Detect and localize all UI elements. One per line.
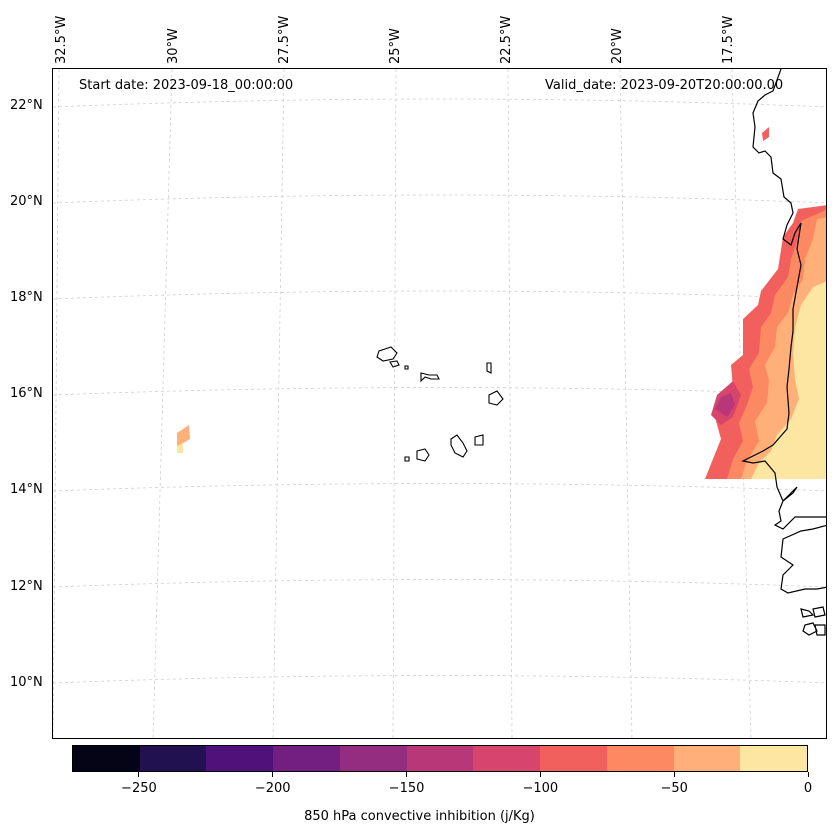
colorbar (72, 745, 808, 772)
island-boa-vista (488, 390, 504, 406)
lon-label-20w: 20°W (610, 28, 625, 64)
colorbar-tick (138, 772, 140, 777)
colorbar-cell-1 (139, 746, 207, 771)
colorbar-tick-label: −150 (388, 781, 425, 796)
valid-date-label: Valid_date: 2023-09-20T20:00:00.00 (545, 78, 784, 93)
island-sao-nicolau (420, 372, 440, 383)
coast-guinea-bissau (780, 524, 826, 594)
lon-label-30w: 30°W (166, 28, 181, 64)
lon-label-27-5w: 27.5°W (277, 15, 292, 64)
island-santo-antao (376, 346, 398, 362)
colorbar-tick-label: −100 (522, 781, 559, 796)
colorbar-cell-0 (73, 746, 140, 771)
colorbar-cell-7 (540, 746, 607, 771)
lat-label-16n: 16°N (10, 386, 43, 401)
parallel-22n (53, 98, 826, 108)
cin-field (177, 127, 826, 479)
colorbar-tick (673, 772, 675, 777)
island-sal (486, 362, 492, 374)
colorbar-cell-2 (206, 746, 274, 771)
island-santa-luzia (404, 365, 409, 370)
cin-spot-north (762, 127, 769, 141)
cape-verde-islands (376, 346, 504, 462)
meridian-17-5w (731, 69, 752, 738)
colorbar-cell-10 (740, 746, 808, 771)
lon-label-22-5w: 22.5°W (499, 15, 514, 64)
meridian-22-5w (507, 69, 513, 738)
meridian-32-5w (53, 69, 60, 738)
colorbar-tick (539, 772, 541, 777)
parallel-20n (53, 194, 826, 204)
colorbar-cell-3 (273, 746, 340, 771)
meridian-30w (152, 69, 173, 738)
coastlines (741, 69, 826, 636)
graticule (53, 69, 826, 738)
lon-label-17-5w: 17.5°W (721, 15, 736, 64)
lat-label-18n: 18°N (10, 290, 43, 305)
lat-label-22n: 22°N (10, 98, 43, 113)
meridian-25w (392, 69, 397, 738)
colorbar-cell-6 (473, 746, 541, 771)
colorbar-tick (807, 772, 809, 777)
island-fogo (416, 448, 430, 462)
coast-west-africa (741, 69, 826, 530)
colorbar-tick (406, 772, 408, 777)
lon-label-25w: 25°W (388, 28, 403, 64)
colorbar-cell-9 (673, 746, 741, 771)
cin-level-minus-25 (751, 281, 826, 479)
parallel-18n (53, 290, 826, 300)
parallel-16n (53, 387, 826, 396)
lat-label-14n: 14°N (10, 482, 43, 497)
colorbar-tick-label: −50 (660, 781, 688, 796)
island-sao-vicente (389, 360, 400, 368)
coast-islands-south (800, 606, 826, 636)
map-canvas (53, 69, 826, 738)
lon-label-32-5w: 32.5°W (54, 15, 69, 64)
colorbar-tick (272, 772, 274, 777)
meridian-27-5w (272, 69, 285, 738)
parallel-12n (53, 579, 826, 588)
parallel-14n (53, 483, 826, 492)
island-brava (404, 456, 410, 462)
colorbar-tick-label: −250 (121, 781, 157, 796)
colorbar-cell-5 (406, 746, 474, 771)
colorbar-cell-8 (606, 746, 674, 771)
map-panel[interactable] (52, 68, 827, 739)
meridian-20w (619, 69, 633, 738)
cin-level-minus-150 (715, 393, 735, 417)
island-maio (474, 434, 484, 446)
colorbar-cell-4 (339, 746, 407, 771)
lat-label-20n: 20°N (10, 194, 43, 209)
colorbar-tick-label: 0 (803, 781, 813, 796)
lat-label-10n: 10°N (10, 675, 43, 690)
lat-label-12n: 12°N (10, 579, 43, 594)
parallel-10n (53, 675, 826, 684)
cin-spot-offshore-inner (177, 443, 183, 453)
cin-spot-offshore (177, 425, 190, 447)
colorbar-tick-label: −200 (254, 781, 291, 796)
colorbar-title: 850 hPa convective inhibition (j/Kg) (304, 809, 535, 824)
start-date-label: Start date: 2023-09-18_00:00:00 (79, 78, 294, 93)
island-santiago (450, 434, 468, 458)
